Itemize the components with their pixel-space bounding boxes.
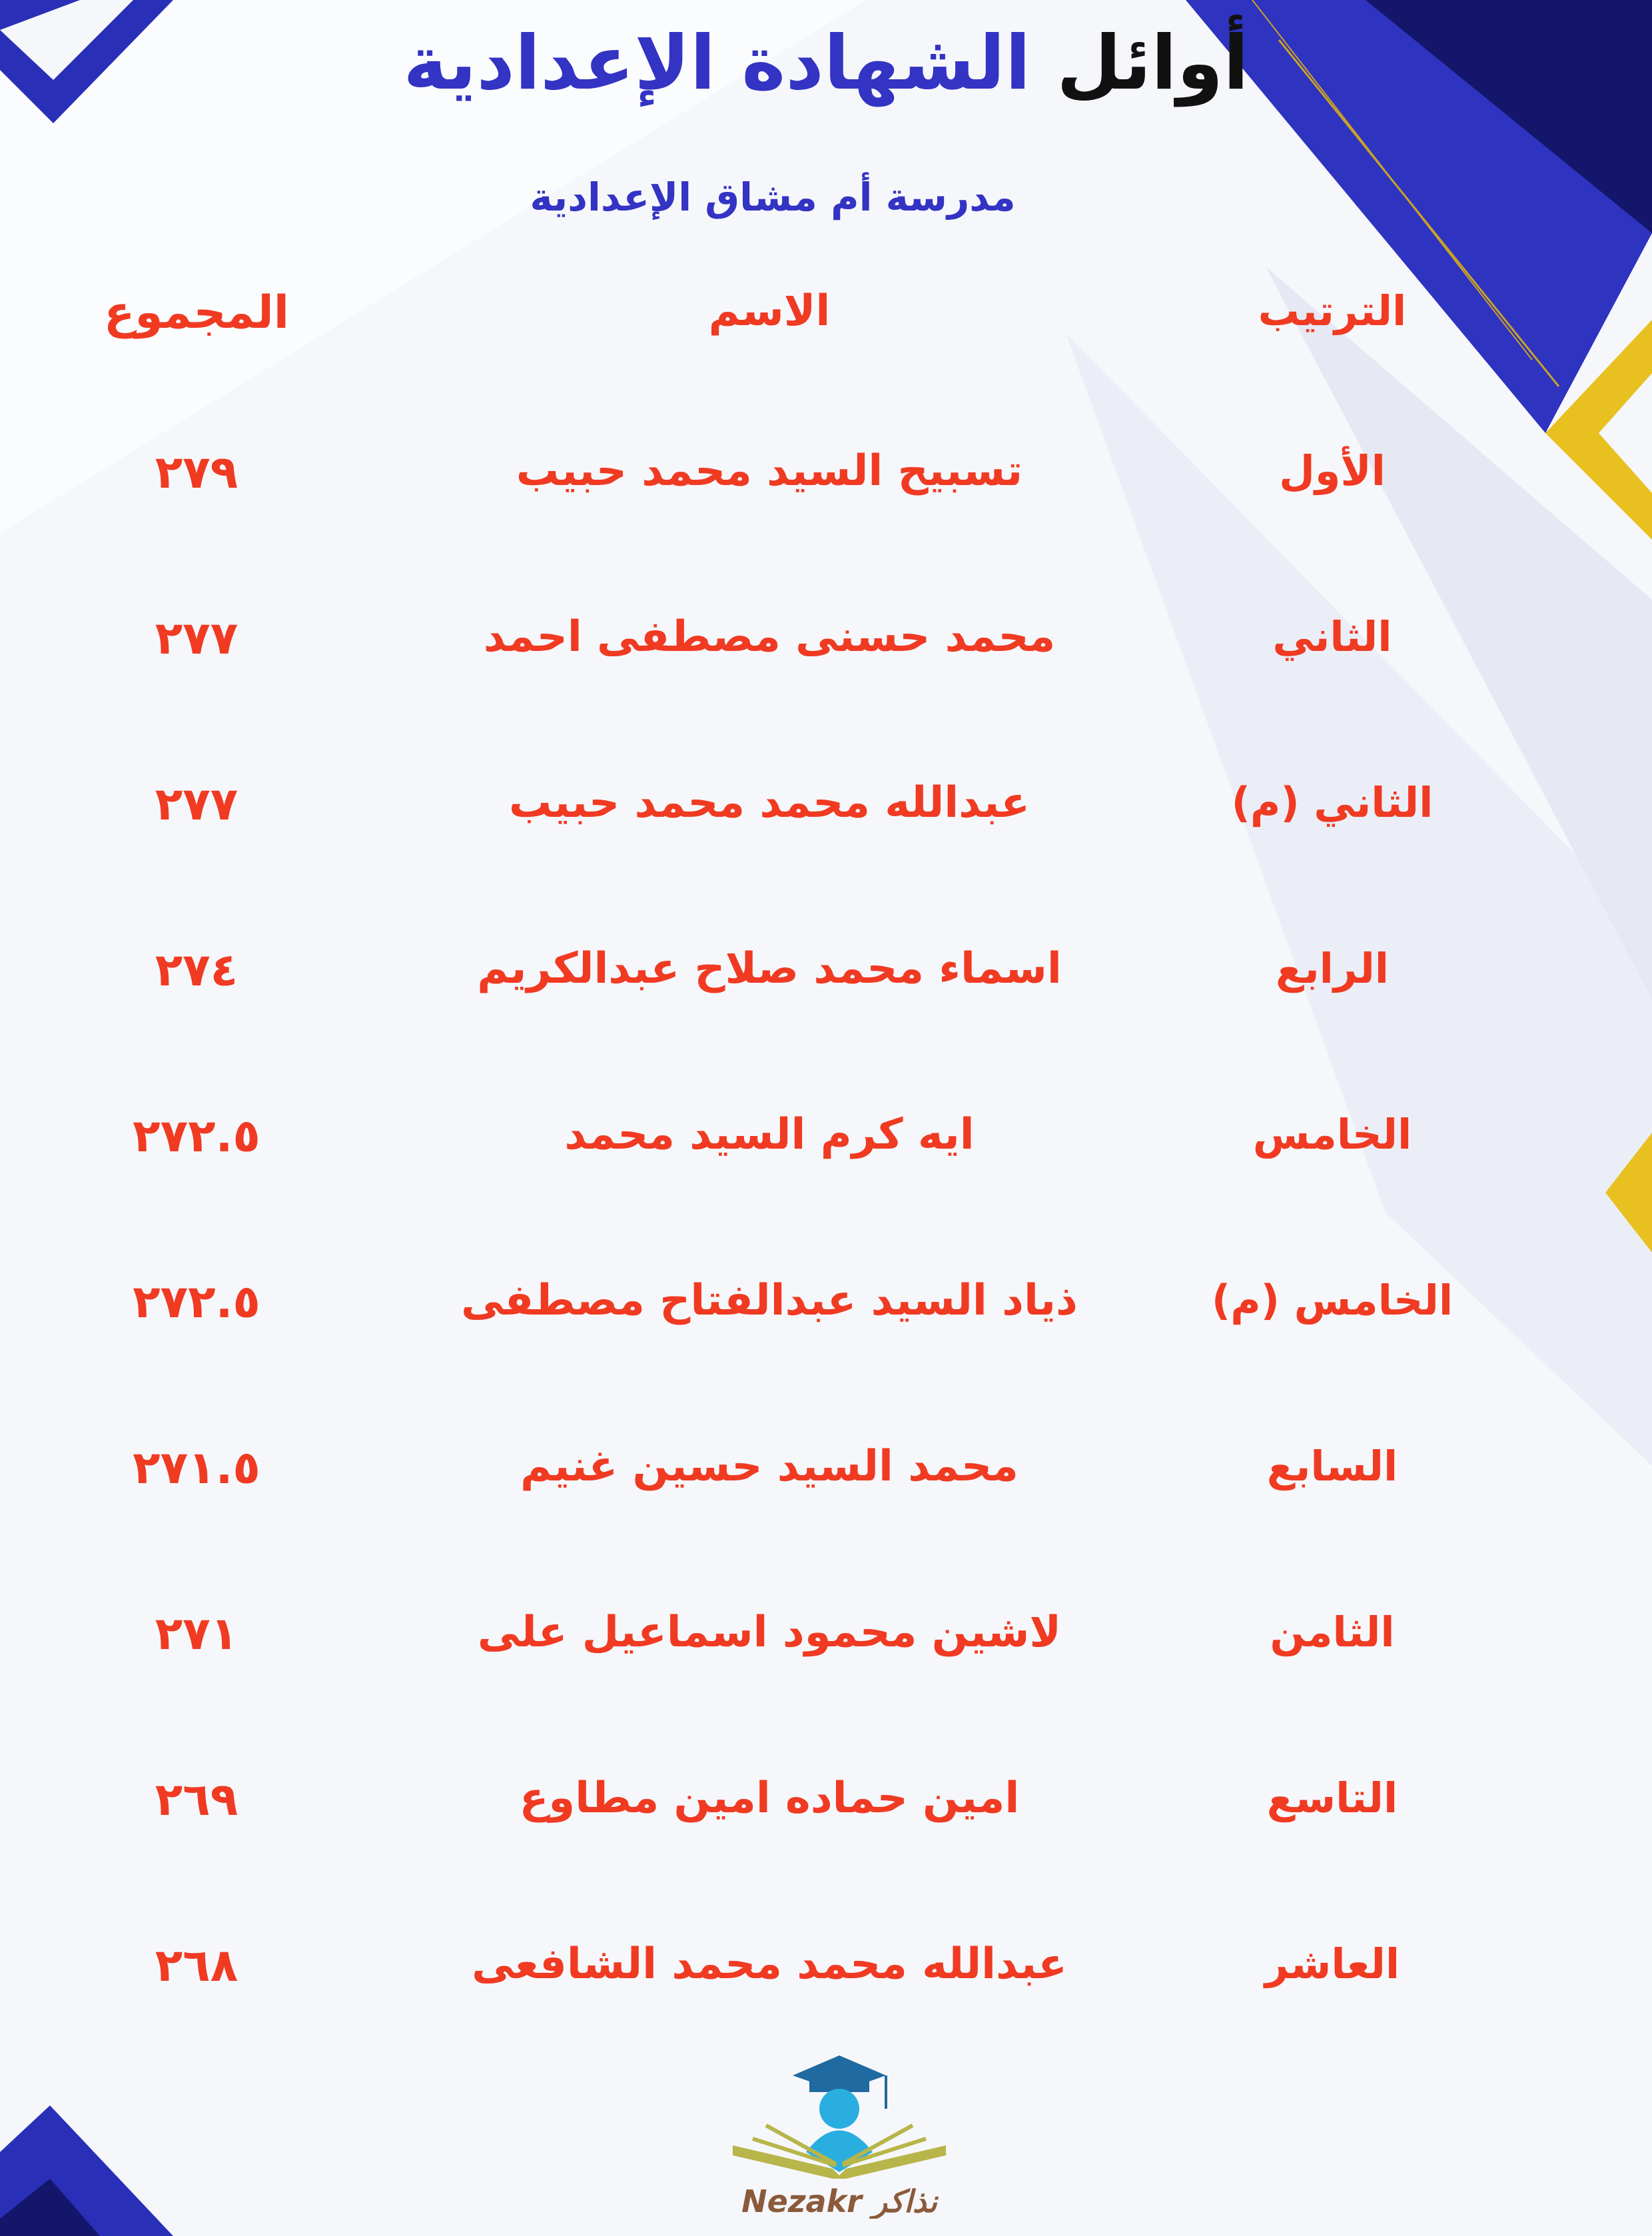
- row-7-name: محمد السيد حسين غنيم: [520, 1442, 1019, 1491]
- row-1-rank: الأول: [1279, 446, 1386, 495]
- row-10-total: ٢٦٨: [155, 1940, 238, 1992]
- row-6-total: ٢٧٢.٥: [133, 1276, 260, 1329]
- row-6-rank: الخامس (م): [1211, 1276, 1453, 1325]
- row-10-rank: العاشر: [1264, 1940, 1400, 1988]
- row-9-name: امين حماده امين مطاوع: [519, 1774, 1020, 1823]
- row-7-total: ٢٧١.٥: [133, 1442, 260, 1494]
- logo-text: Nezakr نذاكر: [741, 2183, 939, 2219]
- row-1-total: ٢٧٩: [155, 446, 238, 499]
- row-7-rank: السابع: [1266, 1442, 1398, 1490]
- gold-diamond-mid: [1605, 1133, 1652, 1253]
- page-title: أوائل الشهادة الإعدادية: [0, 20, 1652, 107]
- row-2-total: ٢٧٧: [155, 612, 238, 665]
- row-1-name: تسبيح السيد محمد حبيب: [516, 446, 1023, 496]
- row-2-name: محمد حسنى مصطفى احمد: [483, 612, 1056, 662]
- school-name: مدرسة أم مشاق الإعدادية: [530, 175, 1016, 220]
- row-9-rank: التاسع: [1266, 1774, 1398, 1822]
- row-3-total: ٢٧٧: [155, 778, 238, 831]
- title-part-2: الشهادة الإعدادية: [403, 20, 1031, 107]
- row-4-total: ٢٧٤: [155, 944, 238, 997]
- row-10-name: عبدالله محمد محمد الشافعى: [472, 1940, 1067, 1989]
- row-8-total: ٢٧١: [155, 1608, 238, 1660]
- title-part-1: أوائل: [1056, 20, 1249, 107]
- row-6-name: ذياد السيد عبدالفتاح مصطفى: [461, 1276, 1078, 1325]
- row-8-rank: الثامن: [1270, 1608, 1395, 1656]
- row-8-name: لاشين محمود اسماعيل على: [477, 1608, 1062, 1657]
- row-3-name: عبدالله محمد محمد حبيب: [509, 778, 1030, 828]
- row-4-name: اسماء محمد صلاح عبدالكريم: [477, 944, 1062, 993]
- row-5-total: ٢٧٢.٥: [133, 1110, 260, 1163]
- nezakr-logo: Nezakr نذاكر: [733, 2055, 946, 2219]
- row-3-rank: الثاني (م): [1231, 778, 1434, 827]
- column-header-total: المجموع: [103, 286, 290, 339]
- row-5-rank: الخامس: [1252, 1110, 1412, 1159]
- gold-diamond-top: [1545, 320, 1652, 540]
- row-4-rank: الرابع: [1276, 944, 1389, 993]
- row-2-rank: الثاني: [1272, 612, 1392, 661]
- column-header-name: الاسم: [708, 286, 831, 336]
- row-5-name: ايه كرم السيد محمد: [564, 1110, 975, 1159]
- column-header-rank: الترتيب: [1258, 286, 1407, 335]
- row-9-total: ٢٦٩: [155, 1774, 238, 1826]
